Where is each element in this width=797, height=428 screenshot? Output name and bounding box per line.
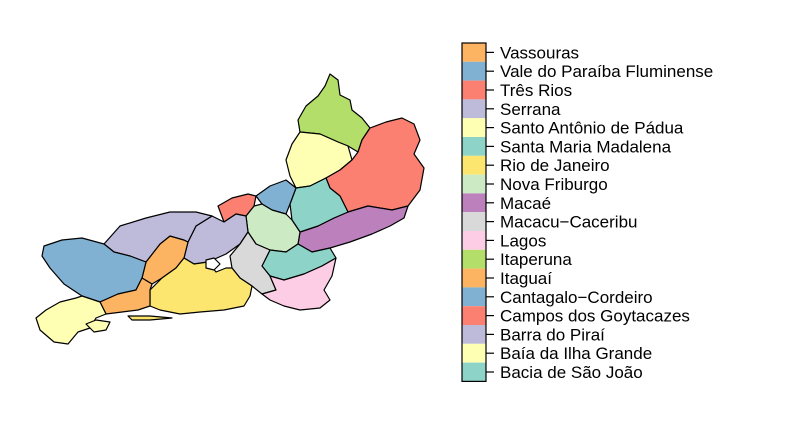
legend-label: Macaé: [500, 194, 551, 213]
legend-swatch: [462, 231, 486, 250]
legend-label: Vassouras: [500, 43, 579, 62]
legend-label: Macacu−Caceribu: [500, 213, 638, 232]
legend-swatch: [462, 99, 486, 119]
legend-swatch: [462, 137, 486, 156]
legend-label: Itaguaí: [500, 269, 552, 288]
legend-swatch: [462, 155, 486, 175]
legend-label: Santo Antônio de Pádua: [500, 119, 684, 138]
legend-label: Barra do Piraí: [500, 325, 605, 344]
legend-swatch: [462, 174, 486, 194]
legend-label: Nova Friburgo: [500, 175, 608, 194]
legend-label: Serrana: [500, 100, 561, 119]
region-santa-maria-madalena[interactable]: [289, 177, 349, 233]
region-itaperuna[interactable]: [297, 73, 371, 153]
region-rio-de-janeiro[interactable]: [149, 257, 253, 315]
legend-swatch: [462, 249, 486, 269]
legend-swatch: [462, 268, 486, 288]
legend-label: Vale do Paraíba Fluminense: [500, 62, 713, 81]
region-lagos[interactable]: [261, 257, 337, 311]
legend-label: Rio de Janeiro: [500, 156, 610, 175]
island-marambaia: [127, 315, 173, 321]
region-itaguai[interactable]: [99, 277, 153, 315]
legend-swatch: [462, 61, 486, 81]
island-ilha-grande: [85, 319, 111, 333]
legend-label: Baía da Ilha Grande: [500, 344, 652, 363]
legend-label: Santa Maria Madalena: [500, 137, 672, 156]
legend-swatch: [462, 212, 486, 231]
legend-swatch: [462, 343, 486, 363]
legend-swatch: [462, 362, 486, 382]
legend-label: Itaperuna: [500, 250, 572, 269]
legend-label: Três Rios: [500, 81, 572, 100]
legend-swatch: [462, 43, 486, 62]
island-metro-bay: [205, 257, 221, 271]
state-map: [35, 73, 425, 345]
legend-swatch: [462, 325, 486, 344]
legend-swatch: [462, 80, 486, 100]
legend-swatch: [462, 287, 486, 307]
legend-label: Bacia de São João: [500, 363, 643, 382]
legend-swatch: [462, 118, 486, 137]
legend-frame: [461, 42, 487, 382]
legend-label: Lagos: [500, 231, 546, 250]
legend-swatch: [462, 193, 486, 213]
legend-label: Campos dos Goytacazes: [500, 307, 690, 326]
legend-label: Cantagalo−Cordeiro: [500, 288, 653, 307]
legend-swatch: [462, 306, 486, 325]
